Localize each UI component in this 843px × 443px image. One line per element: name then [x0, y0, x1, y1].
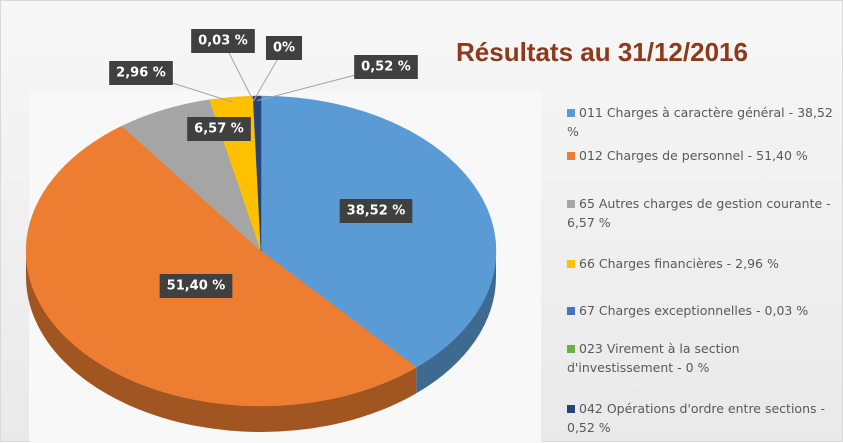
legend-label: 011 Charges à caractère général - 38,52 … — [567, 105, 833, 139]
data-label-text: 6,57 % — [194, 122, 244, 137]
data-label-box — [191, 29, 255, 53]
legend-label: 042 Opérations d'ordre entre sections - … — [567, 401, 825, 435]
legend-label: 67 Charges exceptionnelles - 0,03 % — [579, 303, 809, 318]
slice — [253, 95, 262, 252]
data-label-text: 51,40 % — [167, 279, 226, 294]
data-label: 38,52 % — [339, 199, 413, 223]
data-label: 51,40 % — [159, 274, 233, 298]
data-label-text: 38,52 % — [347, 204, 406, 219]
data-label-box — [265, 36, 303, 60]
data-label-text: 0% — [273, 41, 295, 56]
legend-entry: 65 Autres charges de gestion courante - … — [567, 194, 835, 232]
legend-entry: 023 Virement à la section d'investisseme… — [567, 339, 835, 377]
legend-label: 023 Virement à la section d'investisseme… — [567, 341, 740, 375]
slice — [25, 125, 417, 407]
legend-swatch — [567, 200, 575, 208]
data-label: 6,57 % — [187, 117, 251, 141]
legend-swatch — [567, 307, 575, 315]
data-label: 0,03 % — [191, 29, 255, 53]
legend-entry: 67 Charges exceptionnelles - 0,03 % — [567, 301, 835, 320]
data-label-box — [339, 199, 413, 223]
legend-swatch — [567, 345, 575, 353]
data-label-box — [187, 117, 251, 141]
data-label: 2,96 % — [109, 61, 173, 85]
legend-entry: 011 Charges à caractère général - 38,52 … — [567, 103, 835, 141]
legend-swatch — [567, 109, 575, 117]
legend-swatch — [567, 260, 575, 268]
legend-label: 65 Autres charges de gestion courante - … — [567, 196, 831, 230]
legend-entry: 66 Charges financières - 2,96 % — [567, 254, 835, 273]
legend-entry: 042 Opérations d'ordre entre sections - … — [567, 399, 835, 437]
data-label-text: 2,96 % — [116, 66, 166, 81]
data-label-text: 0,03 % — [198, 34, 248, 49]
legend-label: 66 Charges financières - 2,96 % — [579, 256, 779, 271]
legend-label: 012 Charges de personnel - 51,40 % — [579, 148, 808, 163]
data-label-box — [354, 55, 418, 79]
slice — [260, 95, 497, 368]
data-label-box — [109, 61, 173, 85]
data-label-text: 0,52 % — [361, 60, 411, 75]
data-label: 0,52 % — [354, 55, 418, 79]
slice-side — [25, 251, 417, 433]
data-label: 0% — [265, 36, 303, 60]
legend-swatch — [567, 152, 575, 160]
chart-title: Résultats au 31/12/2016 — [456, 37, 748, 67]
legend-entry: 012 Charges de personnel - 51,40 % — [567, 146, 835, 165]
slice-side — [416, 251, 496, 394]
legend-swatch — [567, 405, 575, 413]
data-label-box — [159, 274, 233, 298]
